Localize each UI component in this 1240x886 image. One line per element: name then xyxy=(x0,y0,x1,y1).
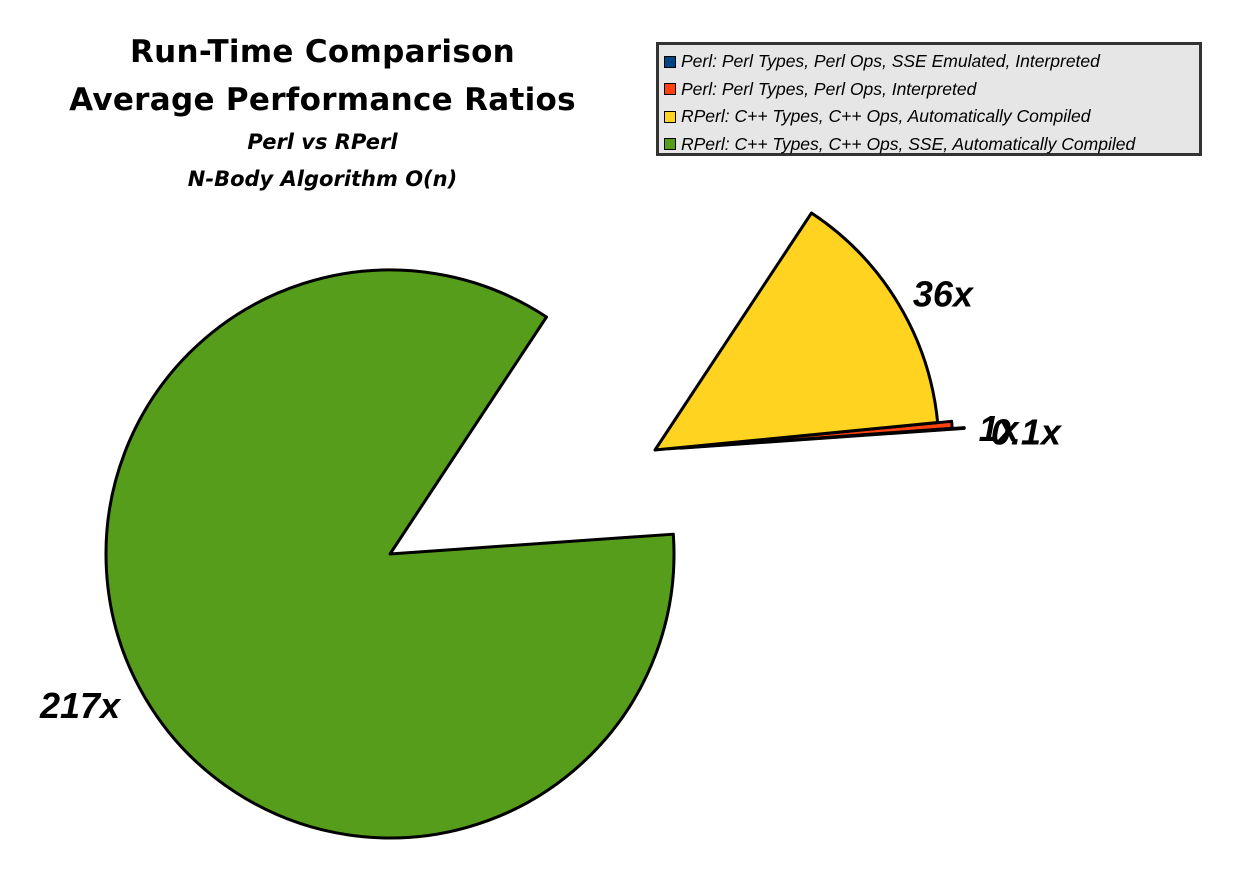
slice-data-label: 36x xyxy=(913,274,975,315)
legend-label: RPerl: C++ Types, C++ Ops, SSE, Automati… xyxy=(681,133,1136,154)
chart-title-line-2: Average Performance Ratios xyxy=(69,82,576,118)
chart-subtitle-line-1: Perl vs RPerl xyxy=(247,130,398,154)
legend-item: Perl: Perl Types, Perl Ops, SSE Emulated… xyxy=(664,48,1199,76)
chart-title-line-1: Run-Time Comparison xyxy=(129,34,516,70)
legend-label: RPerl: C++ Types, C++ Ops, Automatically… xyxy=(681,106,1091,127)
slice-data-label: 0.1x xyxy=(991,411,1063,452)
pie-slice xyxy=(104,268,676,840)
legend-item: Perl: Perl Types, Perl Ops, Interpreted xyxy=(664,76,1199,104)
legend-label: Perl: Perl Types, Perl Ops, Interpreted xyxy=(681,78,977,99)
slice-data-label: 1x xyxy=(979,408,1021,449)
chart-legend: Perl: Perl Types, Perl Ops, SSE Emulated… xyxy=(656,42,1202,156)
chart-title-block: Run-Time Comparison Average Performance … xyxy=(0,28,645,198)
pie-slice xyxy=(653,211,940,452)
slice-data-label: 217x xyxy=(39,685,122,726)
legend-label: Perl: Perl Types, Perl Ops, SSE Emulated… xyxy=(681,51,1100,72)
chart-subtitle-line-2: N-Body Algorithm O(n) xyxy=(187,167,458,191)
legend-swatch xyxy=(664,110,676,123)
legend-item: RPerl: C++ Types, C++ Ops, Automatically… xyxy=(664,103,1199,131)
legend-item: RPerl: C++ Types, C++ Ops, SSE, Automati… xyxy=(664,131,1199,159)
legend-swatch xyxy=(664,83,676,96)
legend-swatch xyxy=(664,138,676,151)
legend-swatch xyxy=(664,55,676,68)
